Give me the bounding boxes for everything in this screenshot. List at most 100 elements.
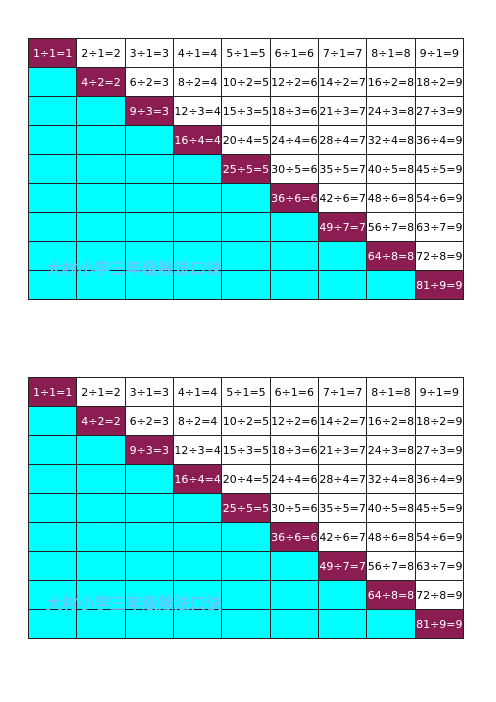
diagonal-cell: 36÷6=6 [269, 522, 319, 552]
division-cell: 35÷5=7 [317, 154, 368, 184]
empty-cell [124, 183, 174, 213]
division-cell: 12÷2=6 [269, 406, 319, 436]
division-table-2: 1÷1=1 2÷1=2 3÷1=3 4÷1=4 5÷1=5 6÷1=6 7÷1=7 8÷1=8… [27, 377, 465, 639]
division-cell: 8÷1=8 [366, 38, 416, 68]
empty-cell [76, 580, 126, 610]
school-watermark: 大村小学三年级除法口诀 [46, 594, 223, 613]
diagonal-cell: 1÷1=1 [27, 377, 78, 407]
division-cell: 12÷2=6 [269, 67, 319, 97]
empty-cell [76, 96, 126, 126]
division-cell: 7÷1=7 [317, 38, 368, 68]
diagonal-cell: 16÷4=4 [172, 125, 223, 155]
table-row: 9÷3=3 12÷3=4 15÷3=5 18÷3=6 21÷3=7 24÷3=8 27÷3=… [27, 96, 465, 126]
empty-cell [27, 522, 78, 552]
table-row: 36÷6=6 42÷6=7 48÷6=8 54÷6=9 [27, 183, 465, 213]
division-table-1: 1÷1=1 2÷1=2 3÷1=3 4÷1=4 5÷1=5 6÷1=6 7÷1=7 8÷1=8… [27, 38, 465, 300]
empty-cell [76, 464, 126, 494]
empty-cell [221, 183, 271, 213]
empty-cell [124, 212, 174, 242]
school-watermark: 大村小学三年级除法口诀 [46, 259, 223, 278]
division-cell: 27÷3=9 [414, 96, 465, 126]
diagonal-cell: 1÷1=1 [27, 38, 78, 68]
diagonal-cell: 4÷2=2 [76, 67, 126, 97]
empty-cell [366, 270, 416, 300]
empty-cell [27, 435, 78, 465]
division-cell: 24÷4=6 [269, 464, 319, 494]
table-row: 16÷4=4 20÷4=5 24÷4=6 28÷4=7 32÷4=8 36÷4=9 [27, 464, 465, 494]
empty-cell [172, 241, 223, 271]
empty-cell [27, 609, 78, 639]
division-cell: 8÷2=4 [172, 406, 223, 436]
division-cell: 56÷7=8 [366, 551, 416, 581]
table-row: 1÷1=1 2÷1=2 3÷1=3 4÷1=4 5÷1=5 6÷1=6 7÷1=7 8÷1=8… [27, 38, 465, 68]
division-cell: 24÷3=8 [366, 435, 416, 465]
division-cell: 42÷6=7 [317, 183, 368, 213]
diagonal-cell: 36÷6=6 [269, 183, 319, 213]
empty-cell [172, 493, 223, 523]
empty-cell [269, 212, 319, 242]
division-cell: 18÷2=9 [414, 406, 465, 436]
division-cell: 18÷3=6 [269, 96, 319, 126]
empty-cell [269, 241, 319, 271]
diagonal-cell: 25÷5=5 [221, 154, 271, 184]
table-row: 4÷2=2 6÷2=3 8÷2=4 10÷2=5 12÷2=6 14÷2=7 16÷2=8 1… [27, 406, 465, 436]
division-cell: 63÷7=9 [414, 551, 465, 581]
empty-cell [269, 580, 319, 610]
division-cell: 20÷4=5 [221, 125, 271, 155]
empty-cell [76, 183, 126, 213]
empty-cell [27, 183, 78, 213]
division-cell: 3÷1=3 [124, 38, 174, 68]
division-cell: 72÷8=9 [414, 580, 465, 610]
empty-cell [124, 125, 174, 155]
division-cell: 18÷2=9 [414, 67, 465, 97]
division-cell: 32÷4=8 [366, 125, 416, 155]
division-cell: 56÷7=8 [366, 212, 416, 242]
division-cell: 7÷1=7 [317, 377, 368, 407]
diagonal-cell: 25÷5=5 [221, 493, 271, 523]
division-cell: 48÷6=8 [366, 522, 416, 552]
empty-cell [172, 212, 223, 242]
division-cell: 16÷2=8 [366, 67, 416, 97]
empty-cell [76, 270, 126, 300]
table-row: 1÷1=1 2÷1=2 3÷1=3 4÷1=4 5÷1=5 6÷1=6 7÷1=7 8÷1=8… [27, 377, 465, 407]
empty-cell [269, 270, 319, 300]
table-row: 25÷5=5 30÷5=6 35÷5=7 40÷5=8 45÷5=9 [27, 154, 465, 184]
table-row: 81÷9=9 [27, 270, 465, 300]
diagonal-cell: 81÷9=9 [414, 609, 465, 639]
division-cell: 14÷2=7 [317, 67, 368, 97]
division-cell: 12÷3=4 [172, 435, 223, 465]
division-cell: 8÷1=8 [366, 377, 416, 407]
division-cell: 15÷3=5 [221, 96, 271, 126]
division-cell: 8÷2=4 [172, 67, 223, 97]
division-cell: 18÷3=6 [269, 435, 319, 465]
division-cell: 27÷3=9 [414, 435, 465, 465]
empty-cell [172, 270, 223, 300]
empty-cell [124, 464, 174, 494]
division-cell: 9÷1=9 [414, 377, 465, 407]
division-cell: 40÷5=8 [366, 493, 416, 523]
empty-cell [27, 154, 78, 184]
empty-cell [124, 270, 174, 300]
division-cell: 15÷3=5 [221, 435, 271, 465]
division-cell: 5÷1=5 [221, 38, 271, 68]
empty-cell [124, 493, 174, 523]
division-cell: 63÷7=9 [414, 212, 465, 242]
table-row: 9÷3=3 12÷3=4 15÷3=5 18÷3=6 21÷3=7 24÷3=8 27÷3=… [27, 435, 465, 465]
empty-cell [27, 96, 78, 126]
diagonal-cell: 16÷4=4 [172, 464, 223, 494]
division-cell: 45÷5=9 [414, 154, 465, 184]
empty-cell [172, 551, 223, 581]
diagonal-cell: 81÷9=9 [414, 270, 465, 300]
division-cell: 20÷4=5 [221, 464, 271, 494]
division-cell: 16÷2=8 [366, 406, 416, 436]
empty-cell [172, 522, 223, 552]
division-cell: 30÷5=6 [269, 493, 319, 523]
empty-cell [124, 241, 174, 271]
table-row: 25÷5=5 30÷5=6 35÷5=7 40÷5=8 45÷5=9 [27, 493, 465, 523]
empty-cell [76, 154, 126, 184]
table-row: 49÷7=7 56÷7=8 63÷7=9 [27, 212, 465, 242]
diagonal-cell: 9÷3=3 [124, 435, 174, 465]
empty-cell [27, 241, 78, 271]
division-cell: 10÷2=5 [221, 406, 271, 436]
table-row: 64÷8=8 72÷8=9 [27, 241, 465, 271]
